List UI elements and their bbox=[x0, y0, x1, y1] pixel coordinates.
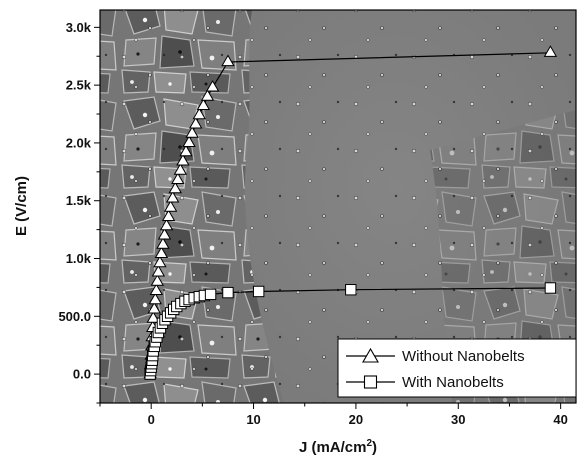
legend-label-with-nanobelts: With Nanobelts bbox=[402, 374, 504, 391]
triangle-point bbox=[168, 181, 182, 194]
legend-box bbox=[337, 338, 577, 398]
legend: Without Nanobelts With Nanobelts bbox=[337, 338, 577, 398]
x-axis-title-superscript: 2 bbox=[366, 438, 372, 449]
triangle-point bbox=[221, 54, 235, 67]
triangle-point bbox=[179, 144, 193, 157]
triangle-point bbox=[171, 172, 185, 184]
x-tick-label: 10 bbox=[246, 412, 260, 427]
triangle-point bbox=[176, 153, 190, 166]
square-point bbox=[544, 282, 557, 294]
triangle-point bbox=[185, 126, 199, 138]
triangle-point bbox=[150, 274, 165, 286]
y-tick-label: 0.0 bbox=[73, 367, 91, 382]
triangle-point bbox=[200, 89, 215, 101]
triangle-point bbox=[154, 246, 169, 258]
x-axis-title: J (mA/cm2) bbox=[299, 438, 377, 456]
triangle-point bbox=[157, 227, 172, 240]
triangle-point bbox=[173, 163, 188, 175]
triangle-point bbox=[192, 107, 207, 120]
triangle-point bbox=[163, 200, 178, 212]
x-axis-title-main: J (mA/cm bbox=[299, 439, 367, 456]
square-point bbox=[204, 288, 217, 301]
triangle-point bbox=[165, 190, 180, 203]
legend-marker-triangle bbox=[362, 347, 379, 363]
triangle-point bbox=[151, 264, 166, 277]
triangle-point bbox=[153, 255, 167, 268]
triangle-point bbox=[156, 237, 170, 249]
y-tick-label: 3.0k bbox=[66, 20, 92, 35]
triangle-point bbox=[146, 311, 160, 323]
triangle-point bbox=[188, 116, 203, 129]
triangle-point bbox=[182, 135, 196, 148]
y-tick-label: 2.0k bbox=[66, 135, 92, 150]
axis-layer: 0 10 20 30 40 0.0 500.0 1.0k 1.5k 2.0k 2.5k 3.0k bbox=[58, 20, 567, 427]
x-tick-label: 30 bbox=[451, 412, 465, 427]
y-tick-label: 2.5k bbox=[66, 78, 92, 93]
triangle-point bbox=[159, 218, 174, 231]
triangle-point bbox=[543, 45, 558, 57]
triangle-point bbox=[196, 98, 211, 111]
legend-label-without-nanobelts: Without Nanobelts bbox=[402, 348, 525, 365]
triangle-point bbox=[161, 209, 176, 221]
plot-frame bbox=[99, 9, 577, 404]
y-tick-label: 500.0 bbox=[58, 309, 91, 324]
square-point bbox=[252, 285, 265, 298]
x-tick-label: 20 bbox=[349, 412, 363, 427]
y-axis-title: E (V/cm) bbox=[13, 176, 30, 236]
x-tick-label: 40 bbox=[553, 412, 567, 427]
legend-marker-square bbox=[363, 375, 378, 389]
plot-background bbox=[100, 10, 576, 403]
triangle-point bbox=[205, 79, 220, 92]
triangle-point bbox=[148, 292, 162, 305]
x-tick-label: 0 bbox=[148, 412, 155, 427]
y-tick-label: 1.0k bbox=[66, 251, 92, 266]
triangle-point bbox=[147, 301, 161, 314]
triangle-point bbox=[149, 283, 164, 295]
square-point bbox=[222, 286, 234, 299]
x-axis-title-end: ) bbox=[372, 439, 377, 456]
square-point bbox=[345, 284, 357, 296]
series-layer bbox=[143, 45, 558, 380]
y-tick-label: 1.5k bbox=[66, 193, 92, 208]
